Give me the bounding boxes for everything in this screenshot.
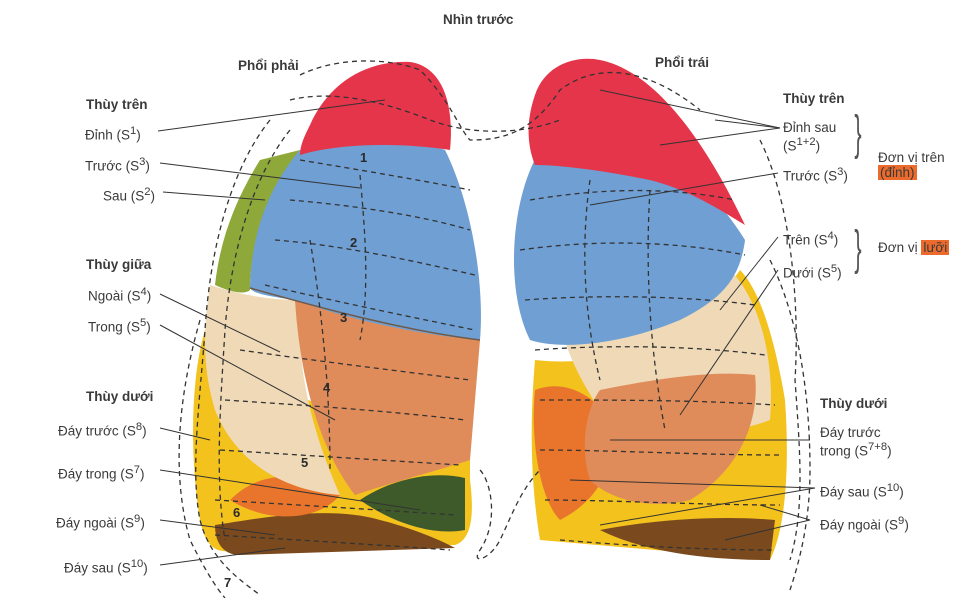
rib-number-6: 6: [233, 505, 241, 520]
right-lung-drawing: [193, 61, 481, 555]
right-upper-lobe-heading: Thùy trên: [86, 97, 148, 112]
rib-number-4: 4: [323, 380, 331, 395]
right-medial-basal-label: Đáy trong (S7): [58, 464, 145, 482]
rib-number-3: 3: [340, 310, 348, 325]
left-anterior-label: Trước (S3): [783, 166, 848, 184]
left-apicoposterior-segment: [528, 58, 745, 225]
right-basal-dark-shape: [215, 513, 455, 555]
right-medial-basal-green: [360, 475, 465, 532]
right-lower-lobe-heading: Thùy dưới: [86, 389, 154, 404]
left-lung-drawing: [513, 58, 787, 560]
right-lung-title: Phổi phải: [238, 58, 299, 73]
right-anterior-basal-label: Đáy trước (S8): [58, 421, 147, 439]
leader-lines: [157, 89, 816, 566]
right-middle-lobe-heading: Thùy giữa: [86, 257, 152, 272]
upper-unit-label: Đơn vị trên (đỉnh): [878, 150, 945, 180]
left-upper-lobe-heading: Thùy trên: [783, 91, 845, 106]
right-posterior-segment: [215, 150, 300, 293]
left-anteromedial-basal-label: Đáy trước trong (S7+8): [820, 425, 892, 459]
rib-number-7: 7: [224, 575, 232, 590]
left-anterior-segment: [513, 148, 745, 345]
diagram-title: Nhìn trước: [443, 12, 514, 27]
left-lateral-basal-label: Đáy ngoài (S9): [820, 515, 909, 533]
left-superior-lingular-label: Trên (S4): [783, 230, 839, 248]
upper-unit-bracket: }: [854, 107, 862, 160]
left-lung-title: Phổi trái: [655, 55, 710, 70]
left-posterior-basal-label: Đáy sau (S10): [820, 482, 904, 500]
left-inferior-lingular-label: Dưới (S5): [783, 263, 842, 281]
left-apicoposterior-label: Đỉnh sau (S1+2): [783, 120, 837, 154]
rib-number-5: 5: [301, 455, 309, 470]
left-lingula-inferior: [584, 373, 756, 504]
right-lateral-basal-label: Đáy ngoài (S9): [56, 513, 145, 531]
right-medial-label: Trong (S5): [88, 317, 151, 335]
right-posterior-label: Sau (S2): [103, 186, 156, 204]
right-horizontal-fissure: [249, 287, 481, 341]
left-lower-lobe-heading: Thùy dưới: [820, 396, 888, 411]
right-lateral-label: Ngoài (S4): [88, 286, 152, 304]
rib-number-1: 1: [360, 150, 368, 165]
right-apical-label: Đỉnh (S1): [85, 125, 141, 143]
right-apical-segment: [300, 61, 451, 155]
dashed-outlines: [178, 60, 811, 598]
right-posterior-basal-label: Đáy sau (S10): [64, 558, 148, 576]
rib-number-2: 2: [350, 235, 358, 250]
lingula-unit-label: Đơn vị lưỡi: [878, 240, 950, 255]
lingula-unit-bracket: }: [854, 222, 862, 275]
right-anterior-label: Trước (S3): [85, 156, 150, 174]
right-middle-lobe-medial: [295, 300, 480, 495]
right-middle-lobe-lateral: [205, 285, 340, 495]
